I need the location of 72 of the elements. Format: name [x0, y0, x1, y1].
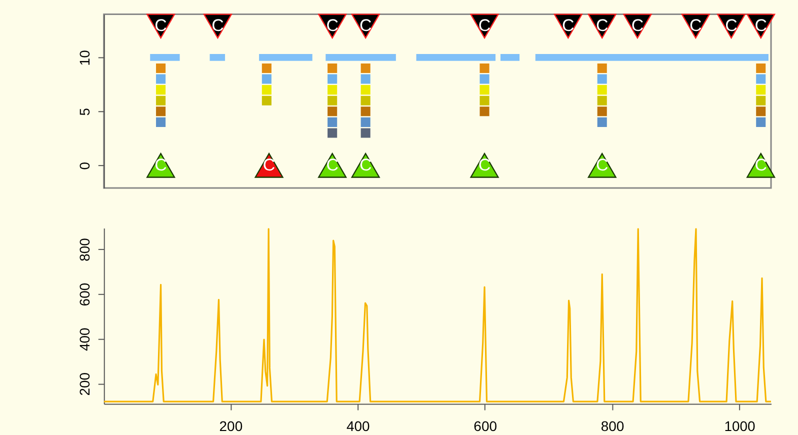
- point: [262, 96, 272, 106]
- annotation: C: [326, 16, 338, 36]
- annotation: C: [478, 155, 491, 174]
- point: [480, 63, 490, 74]
- annotation: C: [326, 155, 338, 174]
- point: [328, 96, 338, 106]
- point: [360, 96, 370, 106]
- annotation: C: [262, 155, 276, 174]
- y-tick-label: 0: [76, 162, 92, 170]
- annotation: C: [212, 16, 224, 36]
- point: [156, 85, 166, 95]
- point: [156, 74, 166, 84]
- point: [328, 85, 338, 95]
- point: [480, 106, 490, 116]
- point: [597, 63, 607, 74]
- x-tick-label: 200: [219, 418, 243, 434]
- annotation: C: [596, 155, 608, 174]
- annotation: C: [562, 16, 574, 36]
- x-tick-label: 1000: [724, 418, 756, 434]
- x-tick-label: 800: [600, 418, 624, 434]
- point: [328, 128, 338, 138]
- annotation: C: [154, 16, 167, 36]
- point: [328, 63, 338, 74]
- point: [156, 63, 166, 74]
- point: [597, 85, 607, 95]
- point: [360, 128, 370, 138]
- point: [360, 63, 370, 74]
- y-tick-label: 10: [76, 50, 92, 66]
- point: [262, 85, 272, 95]
- y-tick-label: 400: [76, 327, 92, 351]
- point: [597, 96, 607, 106]
- annotation: C: [725, 16, 738, 36]
- annotation: C: [631, 16, 644, 36]
- point: [480, 85, 490, 95]
- point: [328, 74, 338, 84]
- annotation: C: [359, 155, 372, 174]
- point: [328, 117, 338, 127]
- annotation: C: [754, 155, 767, 174]
- point: [756, 106, 766, 116]
- annotation: C: [359, 16, 372, 36]
- point: [328, 106, 338, 116]
- y-tick-label: 600: [76, 282, 92, 306]
- point: [756, 63, 766, 74]
- point: [597, 74, 607, 84]
- point: [156, 96, 166, 106]
- point: [756, 85, 766, 95]
- point: [480, 74, 490, 84]
- point: [597, 117, 607, 127]
- point: [360, 74, 370, 84]
- point: [597, 106, 607, 116]
- point: [262, 74, 272, 84]
- point: [480, 96, 490, 106]
- point: [756, 74, 766, 84]
- point: [360, 106, 370, 116]
- annotation: C: [754, 16, 767, 36]
- x-tick-label: 400: [346, 418, 370, 434]
- annotation: C: [478, 16, 491, 36]
- y-tick-label: 800: [76, 238, 92, 262]
- annotation: C: [154, 155, 167, 174]
- point: [156, 106, 166, 116]
- point: [360, 85, 370, 95]
- annotation: C: [690, 16, 702, 36]
- annotation: C: [596, 16, 608, 36]
- x-tick-label: 600: [474, 418, 498, 434]
- point: [756, 117, 766, 127]
- point: [360, 117, 370, 127]
- y-tick-label: 5: [76, 108, 92, 116]
- point: [156, 117, 166, 127]
- line-series: [104, 228, 772, 402]
- point: [262, 63, 272, 74]
- point: [756, 96, 766, 106]
- y-tick-label: 200: [76, 372, 92, 396]
